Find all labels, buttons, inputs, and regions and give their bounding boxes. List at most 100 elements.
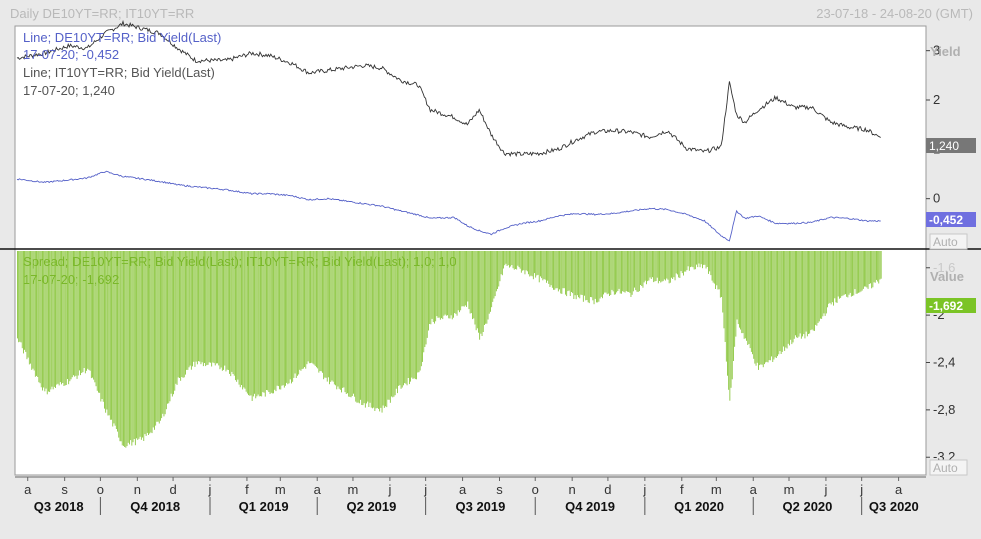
spread-bar xyxy=(573,251,575,299)
spread-bar xyxy=(224,251,226,366)
spread-bar xyxy=(713,251,715,284)
spread-bar xyxy=(436,251,438,317)
spread-bar xyxy=(366,251,367,404)
spread-bar xyxy=(255,251,257,399)
spread-bar xyxy=(537,251,539,275)
spread-bar xyxy=(20,251,22,343)
spread-bar xyxy=(561,251,563,294)
spread-bar xyxy=(659,251,660,281)
spread-bar xyxy=(372,251,373,409)
spread-bar xyxy=(71,251,73,378)
spread-bar xyxy=(307,251,309,362)
spread-bar xyxy=(250,251,252,396)
spread-bar xyxy=(867,251,869,289)
spread-bar xyxy=(507,251,509,266)
spread-bar xyxy=(418,251,420,373)
spread-bar xyxy=(217,251,218,364)
spread-bar xyxy=(417,251,419,373)
spread-bar xyxy=(360,251,361,400)
spread-bar xyxy=(441,251,442,319)
spread-bar xyxy=(238,251,240,385)
spread-bar xyxy=(510,251,512,267)
spread-bar xyxy=(283,251,285,388)
spread-bar xyxy=(142,251,143,438)
spread-bar xyxy=(761,251,763,365)
spread-bar xyxy=(59,251,61,383)
spread-bar xyxy=(368,251,370,407)
spread-bar xyxy=(289,251,291,380)
spread-bar xyxy=(301,251,303,370)
spread-bar xyxy=(118,251,120,438)
spread-bar xyxy=(453,251,454,318)
spread-bar xyxy=(403,251,404,386)
spread-bar xyxy=(464,251,466,306)
spread-bar xyxy=(705,251,707,269)
spread-bar xyxy=(429,251,431,324)
spread-bar xyxy=(279,251,280,390)
legend-de-name: Line; DE10YT=RR; Bid Yield(Last) xyxy=(23,30,221,45)
spread-bar xyxy=(132,251,134,443)
spread-bar xyxy=(305,251,307,369)
spread-bar xyxy=(472,251,473,320)
spread-bar xyxy=(526,251,528,272)
spread-bar xyxy=(350,251,352,398)
spread-bar xyxy=(185,251,186,375)
spread-bar xyxy=(830,251,832,305)
spread-bar xyxy=(30,251,31,364)
spread-bar xyxy=(24,251,25,350)
spread-bar xyxy=(363,251,365,404)
spread-bar xyxy=(610,251,612,295)
spread-bar xyxy=(833,251,834,306)
spread-bar xyxy=(663,251,665,280)
spread-bar xyxy=(487,251,489,320)
spread-bar xyxy=(431,251,433,319)
spread-bar xyxy=(131,251,133,446)
spread-bar xyxy=(602,251,603,299)
spread-bar xyxy=(407,251,409,378)
spread-bar xyxy=(388,251,390,400)
spread-bar xyxy=(80,251,81,376)
spread-bar xyxy=(675,251,677,274)
spread-bar xyxy=(764,251,765,365)
spread-bar xyxy=(571,251,572,292)
spread-bar xyxy=(428,251,429,331)
spread-bar xyxy=(193,251,195,362)
spread-bar xyxy=(146,251,148,433)
spread-bar xyxy=(163,251,165,417)
spread-bar xyxy=(513,251,515,270)
spread-bar xyxy=(223,251,224,370)
spread-bar xyxy=(83,251,85,368)
spread-bar xyxy=(728,251,730,390)
spread-bar xyxy=(491,251,493,308)
spread-bar xyxy=(36,251,37,376)
x-month-label: a xyxy=(24,482,32,497)
spread-bar xyxy=(23,251,24,354)
spread-bar xyxy=(161,251,163,419)
spread-bar xyxy=(617,251,619,291)
spread-bar xyxy=(847,251,849,298)
spread-bar xyxy=(480,251,482,334)
spread-bar xyxy=(423,251,425,353)
spread-bar xyxy=(214,251,216,366)
spread-bar xyxy=(603,251,604,295)
spread-bar xyxy=(666,251,668,279)
spread-bar xyxy=(803,251,805,335)
spread-bar xyxy=(736,251,738,320)
auto-scale-button-bottom[interactable]: Auto xyxy=(929,459,968,476)
auto-scale-button-top[interactable]: Auto xyxy=(929,233,968,250)
spread-bar xyxy=(65,251,67,385)
spread-bar xyxy=(53,251,55,387)
spread-bar xyxy=(62,251,64,383)
spread-bar xyxy=(361,251,363,405)
spread-bar xyxy=(443,251,445,316)
spread-bar xyxy=(460,251,462,311)
spread-bar xyxy=(451,251,453,320)
spread-bar xyxy=(355,251,357,402)
spread-bar xyxy=(42,251,43,391)
spread-bar xyxy=(538,251,540,283)
spread-bar xyxy=(76,251,78,379)
spread-bar xyxy=(709,251,711,272)
spread-bar xyxy=(243,251,245,388)
spread-bar xyxy=(868,251,870,284)
